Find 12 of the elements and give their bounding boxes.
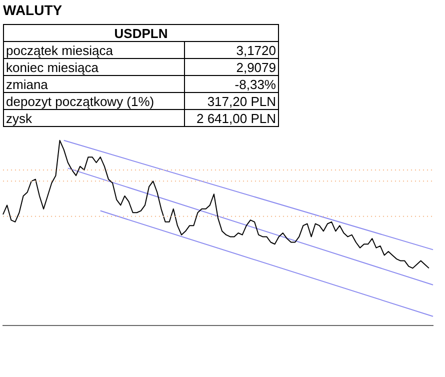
category-label: początek miesiąca: [4, 42, 184, 58]
category-label: depozyt początkowy (1%): [4, 92, 184, 110]
text: 2 641,00 PLN: [196, 110, 276, 126]
category-label: zysk: [4, 110, 184, 126]
category-label: koniec miesiąca: [4, 58, 184, 76]
text: -8,33%: [234, 76, 276, 92]
text: WALUTY: [3, 2, 64, 18]
text: 2,9079: [236, 60, 276, 74]
text: 3,1720: [236, 42, 276, 58]
text: 317,20 PLN: [207, 94, 276, 108]
category-label: zmiana: [4, 76, 184, 92]
text: USDPLN: [4, 24, 278, 42]
